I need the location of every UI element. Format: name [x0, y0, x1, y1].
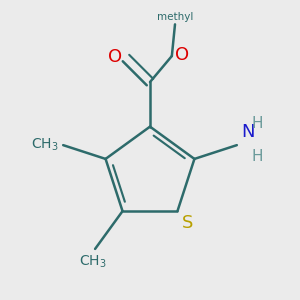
Text: N: N — [241, 123, 255, 141]
Text: O: O — [108, 48, 122, 66]
Text: H: H — [252, 116, 263, 131]
Text: O: O — [175, 46, 189, 64]
Text: CH$_3$: CH$_3$ — [79, 253, 107, 270]
Text: methyl: methyl — [157, 12, 193, 22]
Text: S: S — [182, 214, 193, 232]
Text: CH$_3$: CH$_3$ — [31, 137, 59, 153]
Text: H: H — [252, 149, 263, 164]
